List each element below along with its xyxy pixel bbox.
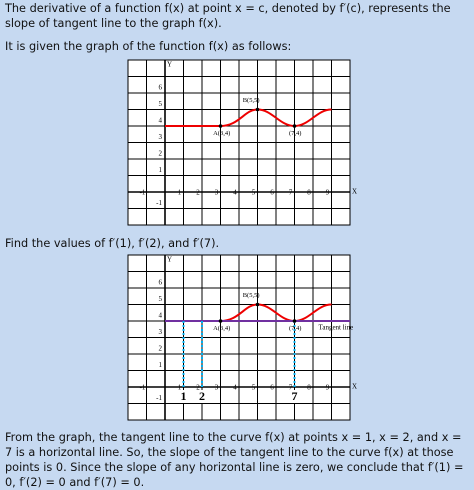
- axis-label: Y: [167, 61, 172, 69]
- y-tick-label: 6: [159, 84, 163, 92]
- x-tick-label: 4: [233, 189, 237, 197]
- marker-label: 7: [292, 389, 298, 403]
- axis-label: X: [352, 383, 357, 391]
- marker-box: [177, 390, 190, 403]
- point: [292, 319, 297, 323]
- x-tick-label: 3: [215, 189, 219, 197]
- marker-label: 1: [181, 389, 187, 403]
- axis-label: Y: [167, 256, 172, 264]
- y-tick-label: -1: [156, 199, 162, 207]
- point: [255, 302, 260, 307]
- axis-label: X: [352, 188, 357, 196]
- y-tick-label: 4: [159, 312, 163, 320]
- point-label: (7,4): [289, 325, 301, 332]
- x-tick-label: 2: [196, 384, 200, 392]
- y-tick-label: 1: [159, 166, 163, 174]
- point: [292, 124, 297, 128]
- graph: -1 1 2 3 4 5 6 7 8 9 6 5 4 3 2 1 -1 X Y B(5,5) A(3,4) (7,4): [127, 59, 357, 226]
- point-label: A(3,4): [213, 325, 230, 332]
- y-tick-label: -1: [156, 394, 162, 402]
- x-tick-label: 7: [289, 384, 293, 392]
- y-tick-label: 4: [159, 117, 163, 125]
- y-tick-label: 3: [159, 133, 163, 141]
- x-tick-label: 3: [215, 384, 219, 392]
- x-tick-label: 1: [178, 384, 182, 392]
- x-tick-label: 9: [326, 384, 330, 392]
- paragraph: Find the values of f′(1), f′(2), and f′(…: [5, 237, 220, 250]
- point-label: B(5,5): [243, 97, 260, 104]
- y-tick-label: 3: [159, 328, 163, 336]
- x-tick-label: 7: [289, 189, 293, 197]
- point-label: (7,4): [289, 130, 301, 137]
- point-label: B(5,5): [243, 292, 260, 299]
- marker-box: [196, 390, 208, 403]
- y-tick-label: 2: [159, 345, 163, 353]
- page: The derivative of a function f(x) at poi…: [5, 2, 464, 489]
- y-tick-label: 5: [159, 100, 163, 108]
- x-tick-label: 4: [233, 384, 237, 392]
- paragraph: The derivative of a function f(x) at poi…: [5, 2, 451, 30]
- point: [255, 107, 260, 112]
- x-tick-label: 5: [252, 384, 256, 392]
- x-tick-label: -1: [140, 384, 146, 392]
- x-tick-label: 5: [252, 189, 256, 197]
- curve: [165, 303, 332, 323]
- x-tick-label: 8: [307, 384, 311, 392]
- x-tick-label: 8: [307, 189, 311, 197]
- y-tick-label: 6: [159, 279, 163, 287]
- point-label: A(3,4): [213, 130, 230, 137]
- y-tick-label: 2: [159, 150, 163, 158]
- x-tick-label: 2: [196, 189, 200, 197]
- x-tick-label: 9: [326, 189, 330, 197]
- marker-label: 2: [199, 389, 205, 403]
- y-tick-label: 5: [159, 295, 163, 303]
- curve: [165, 108, 332, 128]
- x-tick-label: 1: [178, 189, 182, 197]
- tangent-label: Tangent line: [319, 324, 354, 332]
- point: [218, 124, 223, 128]
- paragraph: It is given the graph of the function f(…: [5, 40, 292, 53]
- x-tick-label: 6: [270, 189, 274, 197]
- x-tick-label: 6: [270, 384, 274, 392]
- point: [218, 319, 223, 323]
- paragraph: From the graph, the tangent line to the …: [5, 431, 464, 489]
- y-tick-label: 1: [159, 361, 163, 369]
- marker-box: [288, 390, 301, 403]
- x-tick-label: -1: [140, 189, 146, 197]
